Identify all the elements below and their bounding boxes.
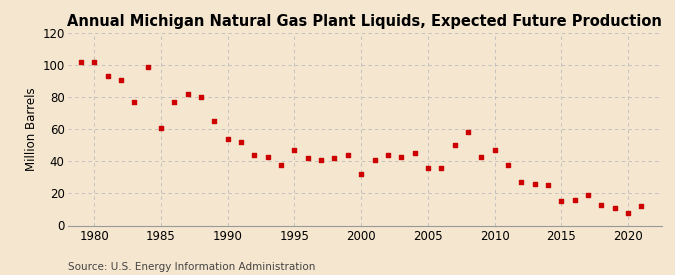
Point: [489, 148, 500, 152]
Point: [596, 202, 607, 207]
Point: [342, 153, 353, 157]
Point: [222, 137, 233, 141]
Point: [102, 74, 113, 79]
Point: [636, 204, 647, 208]
Point: [302, 156, 313, 160]
Point: [569, 198, 580, 202]
Title: Annual Michigan Natural Gas Plant Liquids, Expected Future Production: Annual Michigan Natural Gas Plant Liquid…: [67, 14, 662, 29]
Text: Source: U.S. Energy Information Administration: Source: U.S. Energy Information Administ…: [68, 262, 315, 272]
Point: [263, 154, 273, 159]
Point: [89, 60, 100, 64]
Point: [275, 162, 286, 167]
Point: [249, 153, 260, 157]
Point: [503, 162, 514, 167]
Point: [76, 60, 86, 64]
Point: [462, 130, 473, 135]
Point: [209, 119, 220, 123]
Point: [115, 77, 126, 82]
Point: [623, 210, 634, 215]
Point: [316, 158, 327, 162]
Point: [556, 199, 567, 204]
Point: [409, 151, 420, 155]
Point: [155, 125, 166, 130]
Y-axis label: Million Barrels: Million Barrels: [25, 87, 38, 171]
Point: [356, 172, 367, 176]
Point: [236, 140, 246, 144]
Point: [449, 143, 460, 147]
Point: [169, 100, 180, 104]
Point: [610, 206, 620, 210]
Point: [369, 158, 380, 162]
Point: [423, 166, 433, 170]
Point: [383, 153, 394, 157]
Point: [583, 193, 593, 197]
Point: [142, 65, 153, 69]
Point: [529, 182, 540, 186]
Point: [329, 156, 340, 160]
Point: [182, 92, 193, 96]
Point: [516, 180, 526, 184]
Point: [476, 154, 487, 159]
Point: [129, 100, 140, 104]
Point: [396, 154, 406, 159]
Point: [543, 183, 554, 188]
Point: [436, 166, 447, 170]
Point: [289, 148, 300, 152]
Point: [196, 95, 207, 99]
